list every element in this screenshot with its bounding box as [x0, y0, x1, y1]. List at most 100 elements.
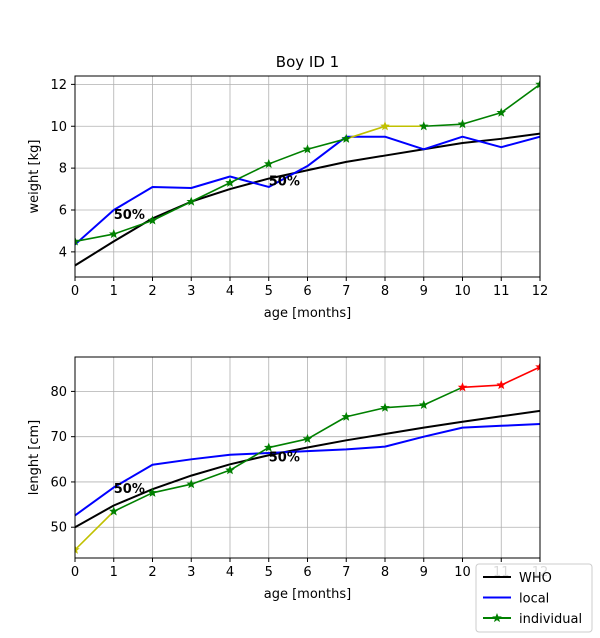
x-axis-label: age [months] — [264, 306, 351, 321]
x-tick-label: 8 — [381, 284, 389, 299]
x-tick-label: 9 — [420, 565, 428, 580]
data-point — [496, 107, 507, 117]
series-segment — [112, 492, 154, 513]
y-tick-label: 6 — [59, 204, 67, 219]
series-local — [75, 423, 540, 517]
data-point — [75, 236, 80, 246]
legend-item-local: local — [483, 592, 549, 607]
x-tick-label: 6 — [303, 284, 311, 299]
data-point — [535, 361, 540, 372]
series-segment — [267, 438, 309, 449]
data-point — [186, 196, 197, 206]
series-segment — [190, 469, 231, 486]
legend-item-individual: individual — [483, 612, 582, 627]
data-point — [75, 544, 80, 554]
data-point — [186, 479, 197, 489]
y-tick-label: 8 — [59, 162, 67, 177]
data-point — [225, 465, 235, 475]
y-axis-label: weight [kg] — [27, 140, 42, 214]
legend-item-who: WHO — [483, 571, 552, 586]
data-point — [496, 380, 507, 390]
series-segment — [500, 83, 540, 114]
chart-title: Boy ID 1 — [276, 53, 339, 71]
legend-box — [475, 563, 593, 633]
data-point — [147, 215, 158, 225]
data-point — [263, 158, 274, 169]
data-point — [302, 433, 313, 444]
y-tick-label: 4 — [59, 245, 67, 260]
legend-label: local — [519, 592, 549, 607]
x-tick-label: 9 — [420, 284, 428, 299]
series-line — [75, 423, 540, 517]
series-segment — [267, 148, 309, 165]
data-point — [457, 382, 468, 392]
series-local — [75, 135, 540, 246]
data-point — [108, 229, 119, 239]
x-tick-label: 4 — [226, 565, 234, 580]
data-point — [535, 79, 540, 89]
y-tick-label: 70 — [50, 430, 67, 445]
y-axis-label: lenght [cm] — [27, 420, 42, 496]
x-tick-label: 1 — [110, 284, 118, 299]
data-point — [380, 121, 390, 131]
series-segment — [345, 406, 386, 418]
data-point — [108, 506, 119, 516]
data-point — [225, 177, 235, 187]
x-tick-label: 12 — [532, 284, 549, 299]
data-point — [263, 442, 274, 452]
y-tick-label: 50 — [50, 521, 67, 536]
x-tick-label: 1 — [110, 565, 118, 580]
data-point — [147, 487, 158, 497]
x-tick-label: 5 — [265, 284, 273, 299]
annotation-label: 50% — [114, 208, 145, 223]
annotation-label: 50% — [269, 175, 300, 190]
y-tick-label: 12 — [50, 78, 67, 93]
data-point — [302, 144, 313, 154]
series-segment — [229, 163, 270, 184]
y-tick-label: 10 — [50, 120, 67, 135]
series-segment — [422, 123, 464, 128]
length-chart: 50%50%012345678910111250607080age [month… — [27, 356, 548, 602]
x-axis-label: age [months] — [264, 587, 351, 602]
legend: WHO local individual — [475, 563, 593, 633]
data-point — [418, 121, 429, 131]
x-tick-label: 7 — [342, 284, 350, 299]
x-tick-label: 10 — [454, 284, 471, 299]
series-segment — [461, 384, 503, 389]
annotation-label: 50% — [114, 482, 145, 497]
series-segment — [461, 111, 503, 125]
series-line — [75, 135, 540, 246]
series-segment — [306, 415, 348, 440]
series-segment — [384, 404, 425, 409]
series-segment — [306, 138, 348, 151]
series-segment — [151, 483, 193, 494]
series-segment — [151, 200, 193, 222]
legend-label: WHO — [519, 571, 552, 586]
y-tick-label: 80 — [50, 385, 67, 400]
x-tick-label: 3 — [187, 284, 195, 299]
x-tick-label: 2 — [148, 284, 156, 299]
series-segment — [229, 446, 270, 471]
series-individual — [75, 79, 540, 246]
x-tick-label: 0 — [71, 565, 79, 580]
series-segment — [190, 181, 231, 203]
series-individual — [75, 361, 540, 554]
data-point — [457, 119, 468, 129]
legend-label: individual — [519, 612, 582, 627]
x-tick-label: 4 — [226, 284, 234, 299]
x-tick-label: 11 — [493, 284, 510, 299]
annotation-label: 50% — [269, 451, 300, 466]
data-point — [341, 411, 352, 421]
legend-marker — [492, 612, 502, 623]
series-segment — [422, 386, 464, 406]
x-tick-label: 0 — [71, 284, 79, 299]
series-segment — [112, 219, 154, 235]
x-tick-label: 8 — [381, 565, 389, 580]
data-point — [380, 402, 390, 412]
series-segment — [75, 510, 115, 551]
y-tick-label: 60 — [50, 475, 67, 490]
series-segment — [500, 366, 540, 386]
x-tick-label: 3 — [187, 565, 195, 580]
series-segment — [75, 233, 115, 243]
